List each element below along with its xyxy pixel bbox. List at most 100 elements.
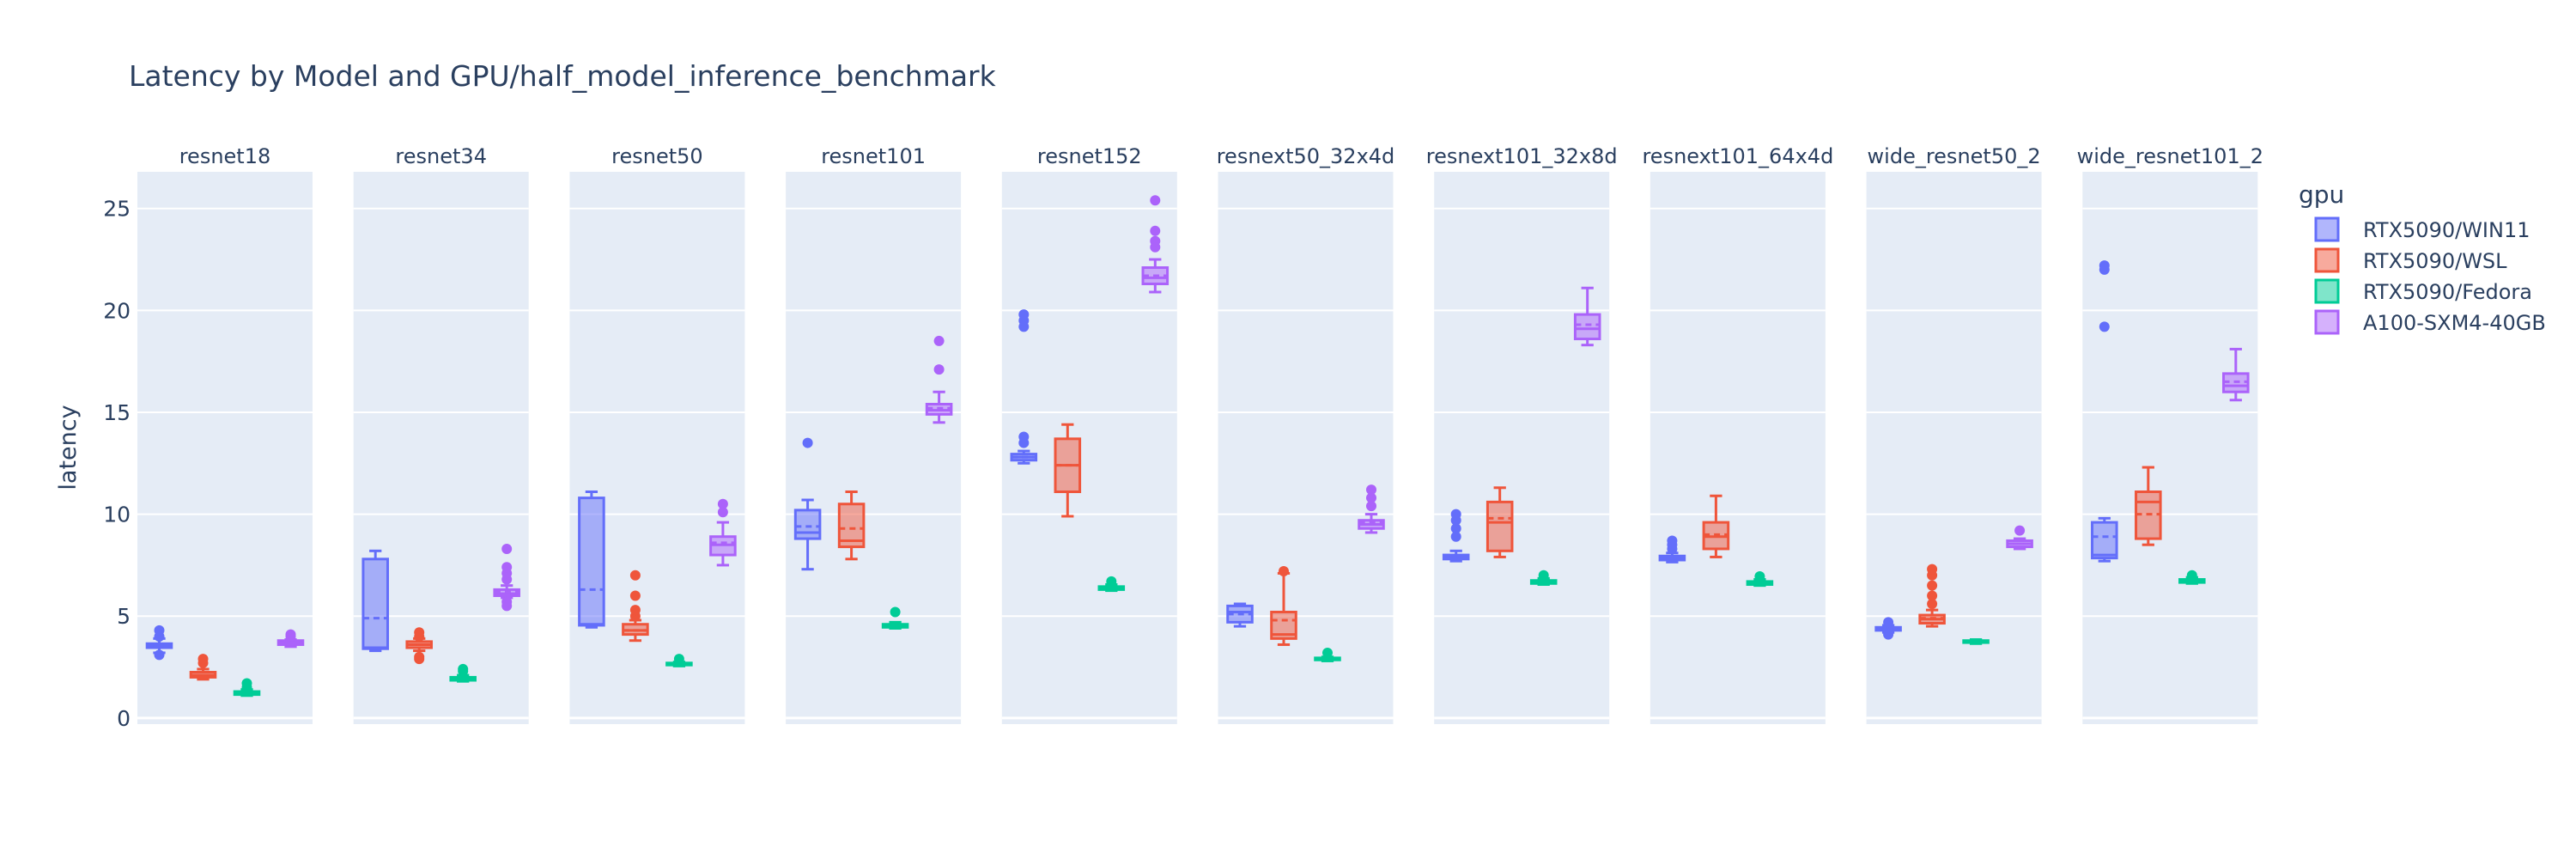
box-RTX5090/WIN11 [361, 549, 389, 653]
outlier-point [1366, 501, 1376, 512]
outlier-point [241, 678, 252, 689]
outlier-point [933, 335, 945, 346]
y-axis-ticks: 0 5 10 15 20 25 [103, 197, 131, 731]
chart-title: Latency by Model and GPU/half_model_infe… [129, 59, 997, 93]
panel-background [1001, 172, 1177, 724]
box-A100-SXM4-40GB [925, 335, 953, 424]
box-A100-SXM4-40GB [276, 629, 305, 649]
outlier-point [933, 364, 945, 375]
outlier-point [629, 590, 641, 601]
box-RTX5090/Fedora [1314, 647, 1341, 662]
outlier-point [2014, 525, 2026, 536]
panel-label: wide_resnet101_2 [2077, 144, 2263, 168]
outlier-point [414, 651, 425, 662]
outlier-point [1018, 309, 1030, 320]
box-iqr [1485, 500, 1514, 552]
y-tick-label: 20 [103, 298, 131, 323]
outlier-point [2186, 570, 2197, 581]
box-iqr [793, 509, 822, 540]
panel-wide_resnet50_2: wide_resnet50_2 [1866, 144, 2042, 724]
box-RTX5090/WIN11 [793, 437, 822, 571]
legend-label: RTX5090/WIN11 [2363, 218, 2530, 242]
legend-item[interactable]: RTX5090/Fedora [2314, 278, 2532, 304]
panel-wide_resnet101_2: wide_resnet101_2 [2077, 144, 2263, 724]
legend-item[interactable]: RTX5090/WSL [2314, 247, 2507, 273]
y-tick-label: 0 [117, 706, 131, 731]
box-A100-SXM4-40GB [493, 543, 520, 612]
panel-background [569, 172, 745, 724]
outlier-point [1754, 570, 1765, 582]
box-RTX5090/WIN11 [1874, 617, 1902, 640]
box-RTX5090/Fedora [665, 654, 693, 667]
y-tick-label: 10 [103, 503, 131, 527]
box-RTX5090/WIN11 [1010, 309, 1038, 465]
legend-title: gpu [2299, 180, 2344, 209]
outlier-point [501, 562, 513, 573]
outlier-point [673, 654, 684, 665]
outlier-point [1106, 576, 1117, 587]
legend: gpu RTX5090/WIN11 RTX5090/WSL RTX5090/Fedo… [2299, 180, 2546, 335]
outlier-point [1150, 195, 1161, 206]
box-RTX5090/Fedora [881, 606, 909, 630]
box-RTX5090/Fedora [2178, 570, 2206, 585]
y-tick-label: 25 [103, 197, 131, 222]
box-A100-SXM4-40GB [2222, 347, 2250, 402]
box-RTX5090/WIN11 [2091, 260, 2118, 563]
outlier-point [1450, 509, 1461, 520]
facet-panels: resnet18 resnet34 resnet50 resnet101 resnet1… [137, 144, 2263, 724]
outlier-point [2099, 321, 2110, 332]
outlier-point [501, 596, 513, 607]
panel-resnext50_32x4d: resnext50_32x4d [1217, 144, 1395, 724]
panel-label: resnext101_32x8d [1426, 144, 1618, 168]
outlier-point [501, 543, 513, 554]
panel-resnext101_32x8d: resnext101_32x8d [1426, 144, 1618, 724]
panel-resnet50: resnet50 [569, 144, 745, 724]
outlier-point [717, 498, 728, 509]
panel-resnet34: resnet34 [353, 144, 529, 724]
outlier-point [1018, 431, 1030, 442]
panel-label: resnext101_64x4d [1642, 144, 1833, 168]
box-iqr [578, 497, 605, 627]
y-axis-label: latency [55, 405, 82, 490]
panel-label: resnext50_32x4d [1217, 144, 1395, 168]
panel-label: resnet34 [395, 144, 487, 168]
outlier-point [1927, 599, 1938, 610]
outlier-point [1450, 531, 1461, 542]
outlier-point [1927, 564, 1938, 575]
outlier-point [1150, 225, 1161, 236]
panel-label: resnet18 [179, 144, 271, 168]
panel-background [1866, 172, 2042, 724]
outlier-point [1927, 590, 1938, 601]
box-RTX5090/WSL [837, 490, 866, 561]
outlier-point [1883, 617, 1894, 628]
legend-item[interactable]: RTX5090/WIN11 [2314, 216, 2530, 242]
box-RTX5090/WSL [405, 627, 433, 665]
panel-background [786, 172, 962, 724]
box-RTX5090/WSL [622, 570, 649, 643]
box-iqr [1573, 313, 1601, 341]
box-RTX5090/WIN11 [578, 490, 605, 629]
outlier-point [629, 605, 641, 616]
box-A100-SXM4-40GB [1141, 195, 1170, 294]
legend-swatch [2314, 216, 2340, 242]
panel-background [137, 172, 313, 724]
box-RTX5090/WSL [1485, 486, 1514, 558]
panel-resnet18: resnet18 [137, 144, 313, 724]
outlier-point [717, 507, 728, 518]
legend-item[interactable]: A100-SXM4-40GB [2314, 309, 2546, 335]
outlier-point [1883, 629, 1894, 640]
legend-swatch [2314, 247, 2340, 273]
outlier-point [1927, 580, 1938, 591]
outlier-point [285, 629, 296, 640]
box-RTX5090/WSL [2135, 466, 2162, 546]
box-RTX5090/WSL [1702, 494, 1730, 558]
box-RTX5090/WSL [1270, 566, 1297, 646]
outlier-point [1667, 535, 1678, 546]
box-RTX5090/WIN11 [1442, 509, 1470, 563]
legend-swatch [2314, 278, 2340, 304]
box-A100-SXM4-40GB [1573, 286, 1601, 347]
box-A100-SXM4-40GB [1358, 484, 1385, 534]
legend-swatch [2314, 309, 2340, 335]
outlier-point [1150, 235, 1161, 247]
